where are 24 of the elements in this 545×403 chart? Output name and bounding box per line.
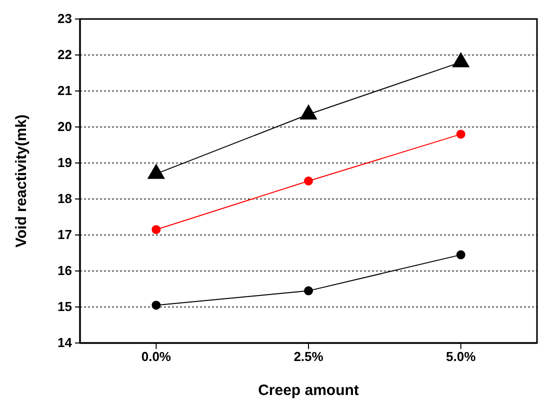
y-tick-label: 23 (58, 11, 72, 26)
point (148, 164, 165, 179)
y-tick-label: 19 (58, 155, 72, 170)
point (456, 130, 466, 139)
x-tick-label: 5.0% (446, 349, 476, 364)
point (304, 286, 313, 296)
y-axis-title: Void reactivity(mk) (13, 114, 30, 248)
x-tick-label: 0.0% (141, 349, 172, 364)
point (152, 225, 161, 234)
x-tick-label: 2.5% (294, 349, 324, 364)
y-tick-label: 18 (58, 191, 72, 206)
y-tick-label: 14 (58, 335, 73, 350)
y-tick-label: 16 (58, 263, 72, 278)
x-axis-title: Creep amount (258, 382, 359, 399)
y-tick-label: 15 (58, 299, 72, 314)
point (456, 250, 466, 260)
y-tick-label: 20 (58, 119, 72, 134)
point (152, 300, 161, 310)
y-tick-label: 17 (58, 227, 72, 242)
point (300, 104, 317, 120)
y-tick-label: 22 (58, 47, 72, 62)
point (452, 52, 470, 68)
point (304, 176, 313, 186)
y-tick-label: 21 (58, 83, 72, 98)
